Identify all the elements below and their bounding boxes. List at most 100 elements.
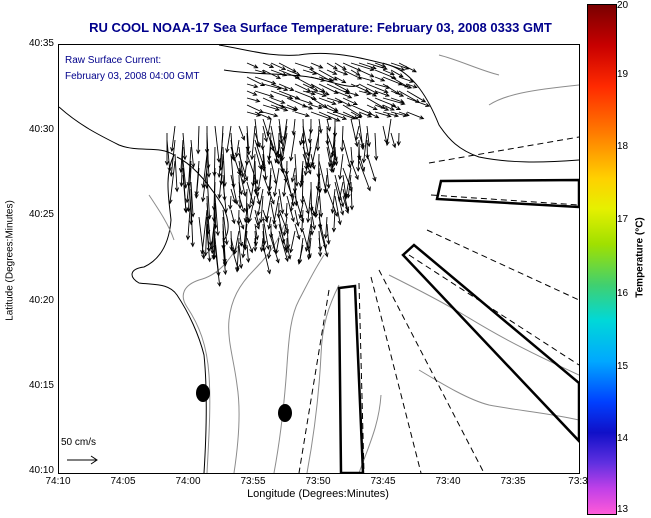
current-vector-head (289, 193, 294, 199)
current-vector-head (182, 155, 187, 161)
current-vector-head (299, 140, 304, 146)
current-vector (268, 146, 272, 160)
current-vector-head (191, 163, 196, 169)
current-vector (254, 181, 259, 197)
current-vector-head (185, 235, 191, 241)
current-vector (334, 62, 347, 70)
current-vector-head (249, 248, 254, 254)
current-vector-head (228, 204, 233, 210)
current-vector (291, 167, 296, 182)
current-vector (398, 111, 409, 116)
x-tick-label: 73:35 (500, 476, 526, 487)
current-vector (270, 90, 293, 100)
current-vector (267, 118, 272, 136)
current-vector (283, 118, 288, 140)
current-vector (342, 195, 349, 214)
current-vector-head (188, 220, 194, 226)
current-vector (390, 62, 409, 70)
current-vector-head (294, 181, 299, 187)
current-vector-head (313, 87, 319, 92)
current-vector-head (282, 231, 287, 237)
current-vector-head (274, 158, 279, 164)
map-area[interactable]: Raw Surface Current: February 03, 2008 0… (58, 44, 580, 474)
current-vector (251, 125, 256, 160)
current-vectors (164, 62, 431, 287)
current-vector (268, 216, 272, 229)
current-vector (182, 160, 187, 188)
current-vector (244, 230, 248, 250)
current-vector (310, 83, 326, 93)
current-vector (270, 104, 288, 111)
current-vector-head (250, 155, 255, 161)
current-vector-head (203, 251, 208, 257)
current-vector (358, 160, 371, 191)
current-vector (350, 62, 374, 71)
current-vector-head (252, 246, 258, 252)
current-vector (324, 174, 328, 193)
current-vector-head (259, 218, 264, 224)
current-vector-head (347, 163, 352, 169)
current-vector-head (311, 225, 317, 231)
current-vector (342, 167, 353, 192)
current-vector-head (317, 105, 323, 110)
current-vector-head (309, 65, 315, 71)
current-vector-head (240, 208, 246, 214)
current-vector (182, 174, 187, 212)
current-vector-head (256, 112, 262, 117)
current-vector (262, 62, 274, 68)
current-vector (254, 146, 262, 170)
current-vector (278, 90, 300, 100)
current-vector-head (169, 171, 174, 177)
current-vector (350, 118, 358, 147)
buoy-markers[interactable] (196, 384, 292, 422)
current-vector-head (355, 71, 361, 76)
current-vector (326, 118, 331, 131)
current-vector-head (201, 254, 206, 260)
current-vector (406, 111, 424, 120)
current-vector-head (374, 156, 379, 161)
current-vector-head (425, 102, 431, 108)
current-vector-head (231, 219, 236, 225)
current-vector (198, 216, 205, 259)
current-vector (270, 83, 288, 91)
current-vector (262, 216, 269, 250)
colorbar-tick: 18 (617, 141, 629, 152)
current-vector-head (310, 91, 316, 96)
current-vector (274, 167, 280, 197)
buoy-marker-1[interactable] (196, 384, 210, 402)
current-vector-head (280, 209, 285, 215)
current-vector-head (357, 155, 362, 161)
current-vector (390, 69, 404, 78)
current-vector (294, 195, 304, 223)
current-vector-head (283, 107, 289, 112)
current-vector-head (396, 106, 402, 110)
current-vector (202, 167, 208, 202)
current-vector-head (201, 197, 206, 203)
current-vector (314, 181, 320, 216)
current-vector (355, 125, 360, 141)
current-vector (342, 139, 351, 168)
current-vector (326, 167, 330, 188)
buoy-marker-2[interactable] (278, 404, 292, 422)
current-vector-head (320, 77, 326, 82)
current-vector-head (238, 190, 243, 196)
current-vector (254, 216, 260, 229)
current-vector (261, 237, 264, 252)
current-vector-head (346, 193, 351, 199)
current-vector (398, 83, 412, 89)
current-vector-head (320, 88, 326, 93)
current-vector (230, 188, 236, 203)
current-vector-head (292, 107, 298, 112)
current-vector-head (242, 191, 247, 197)
current-vector (390, 132, 396, 148)
coastline (59, 45, 579, 473)
current-vector-head (225, 148, 230, 154)
current-vector-head (292, 188, 298, 194)
current-vector-head (283, 177, 288, 183)
current-vector-head (224, 240, 229, 246)
current-vector (302, 146, 312, 169)
current-vector (310, 90, 326, 97)
current-vector (302, 118, 305, 145)
current-vector-head (291, 68, 297, 73)
current-vector-head (243, 245, 248, 251)
